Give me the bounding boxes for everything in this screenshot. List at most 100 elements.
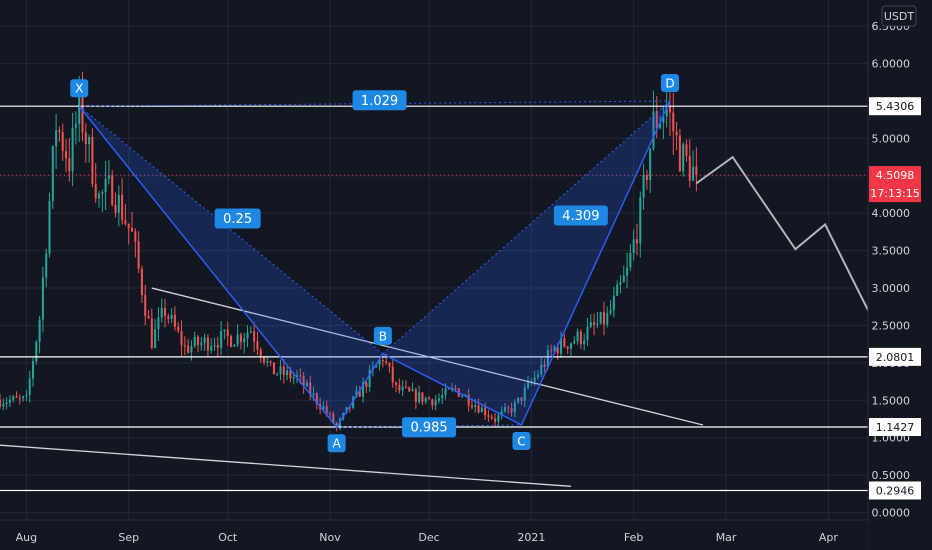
candle bbox=[114, 192, 117, 218]
pattern-ratio[interactable]: 0.25 bbox=[214, 208, 261, 229]
candle-body bbox=[381, 359, 384, 362]
candle-body bbox=[230, 336, 233, 347]
candle-body bbox=[183, 345, 186, 347]
candle-body bbox=[362, 382, 365, 397]
pattern-ratio-label: 0.25 bbox=[223, 212, 252, 227]
pattern-ratio-badge bbox=[352, 90, 407, 111]
candle bbox=[48, 192, 51, 258]
time-axis-background bbox=[0, 520, 868, 550]
candle-body bbox=[282, 366, 285, 376]
candle bbox=[507, 405, 510, 414]
candle-body bbox=[272, 362, 275, 375]
candle-body bbox=[193, 336, 196, 347]
currency-label: USDT bbox=[884, 10, 915, 23]
candle bbox=[685, 139, 688, 162]
candle-body bbox=[431, 399, 434, 406]
candle bbox=[45, 248, 48, 288]
pattern-ratio[interactable]: 1.029 bbox=[352, 90, 407, 111]
candle bbox=[236, 324, 239, 347]
candle-body bbox=[74, 123, 77, 128]
candle bbox=[41, 266, 44, 333]
candle-body bbox=[15, 396, 18, 398]
pattern-triangle-xab bbox=[79, 106, 383, 428]
harmonic-pattern[interactable]: X A B C D 0.25 0.985 4.309 1.029 bbox=[70, 74, 679, 453]
candle bbox=[497, 411, 500, 427]
candle bbox=[160, 298, 163, 323]
candle-body bbox=[626, 267, 629, 276]
candle bbox=[649, 147, 652, 194]
candle-body bbox=[312, 393, 315, 395]
candle bbox=[602, 301, 605, 336]
candle-body bbox=[61, 132, 64, 152]
candle-body bbox=[629, 253, 632, 268]
currency-badge-frame bbox=[881, 5, 917, 27]
level-price-tag bbox=[869, 481, 921, 500]
candle-body bbox=[78, 86, 81, 124]
candle bbox=[22, 395, 25, 402]
candle-body bbox=[97, 193, 101, 199]
candle bbox=[411, 382, 414, 392]
candle bbox=[523, 383, 526, 408]
candle-body bbox=[467, 394, 470, 406]
candle-body bbox=[279, 366, 282, 374]
candle-body bbox=[55, 130, 58, 147]
candle bbox=[190, 340, 193, 361]
pattern-point-a[interactable]: A bbox=[327, 434, 346, 453]
candle-body bbox=[639, 197, 642, 244]
level-price-label: 5.4306 bbox=[876, 100, 915, 113]
price-tick-label: 0.0000 bbox=[872, 507, 911, 520]
candle-body bbox=[368, 369, 371, 388]
candle bbox=[315, 391, 318, 410]
candle-body bbox=[441, 395, 444, 399]
pattern-point-b[interactable]: B bbox=[373, 326, 392, 345]
candle bbox=[38, 315, 41, 354]
candle-body bbox=[233, 344, 236, 347]
candle bbox=[137, 231, 140, 273]
candle bbox=[305, 379, 308, 387]
candle bbox=[672, 92, 675, 156]
candle-body bbox=[84, 132, 87, 145]
candle bbox=[348, 406, 351, 413]
candle-body bbox=[652, 111, 655, 149]
pattern-ratio[interactable]: 0.985 bbox=[402, 417, 457, 438]
trend-line[interactable] bbox=[0, 444, 572, 487]
pattern-point-c[interactable]: C bbox=[512, 431, 531, 450]
level-price-tag bbox=[869, 347, 921, 366]
candle bbox=[12, 394, 15, 403]
price-tick-label: 1.5000 bbox=[872, 394, 911, 407]
pattern-point-x[interactable]: X bbox=[70, 79, 89, 98]
candle bbox=[599, 311, 602, 325]
candle-body bbox=[292, 376, 295, 379]
candle bbox=[107, 159, 110, 185]
time-tick-label: Dec bbox=[418, 531, 439, 544]
candle bbox=[451, 382, 454, 393]
candle-body bbox=[315, 393, 318, 404]
price-tick-label: 2.5000 bbox=[872, 319, 911, 332]
candle-body bbox=[573, 341, 576, 344]
candle bbox=[286, 364, 289, 381]
candle bbox=[309, 375, 312, 401]
candle-body bbox=[546, 350, 549, 367]
candle-body bbox=[596, 323, 599, 325]
candle bbox=[573, 336, 576, 345]
candle bbox=[477, 398, 480, 414]
candle bbox=[0, 393, 2, 409]
candle-body bbox=[140, 268, 143, 296]
candle-body bbox=[332, 413, 335, 424]
time-axis[interactable]: Aug Sep Oct Nov Dec 2021 Feb Mar Apr bbox=[0, 519, 868, 550]
candle-body bbox=[685, 144, 688, 156]
projection-line bbox=[695, 155, 896, 364]
pattern-ratio[interactable]: 4.309 bbox=[553, 205, 608, 226]
candle-body bbox=[398, 384, 401, 391]
candle-body bbox=[606, 313, 609, 325]
horizontal-levels[interactable] bbox=[0, 105, 868, 492]
price-axis[interactable]: 0.00000.50001.00001.50002.00002.50003.00… bbox=[867, 0, 932, 550]
currency-badge[interactable]: USDT bbox=[881, 5, 917, 27]
pattern-ratio-label: 1.029 bbox=[361, 94, 398, 109]
candle-body bbox=[249, 331, 252, 333]
candle bbox=[196, 334, 200, 353]
pattern-point-d[interactable]: D bbox=[660, 74, 679, 93]
candle bbox=[282, 359, 285, 384]
candle-body bbox=[170, 314, 173, 319]
